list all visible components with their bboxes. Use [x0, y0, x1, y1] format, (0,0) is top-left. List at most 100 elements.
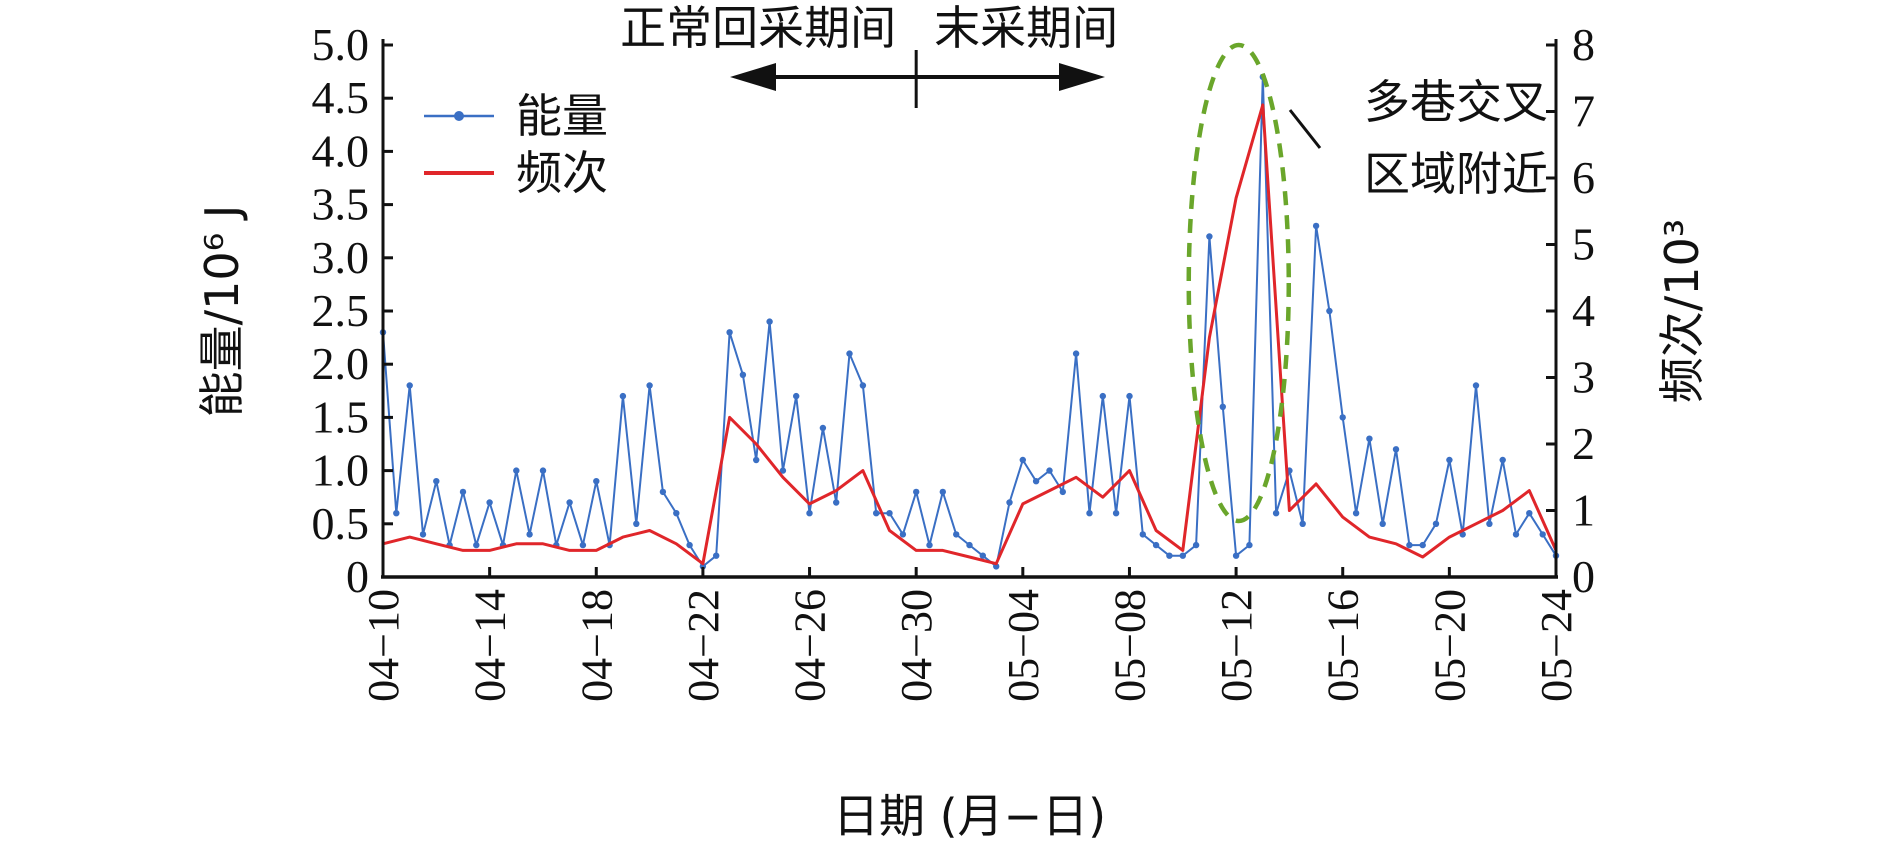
series-1-point: [539, 467, 547, 474]
series-1-point: [766, 318, 773, 325]
x-axis-tick-label: 05−04: [999, 589, 1048, 702]
left-axis-tick-label: 0: [346, 551, 369, 602]
right-axis-tick-label: 2: [1572, 418, 1595, 469]
series-1-point: [953, 531, 960, 538]
series-1-point: [1352, 510, 1360, 517]
series-1-point: [1526, 510, 1533, 517]
x-axis-title: 日期 (月−日): [833, 789, 1106, 843]
series-1-point: [1392, 446, 1400, 453]
series-1-point: [779, 467, 787, 474]
series-1-point: [1312, 222, 1320, 230]
left-axis-tick-label: 1.5: [312, 391, 370, 442]
x-axis-tick-label: 05−16: [1319, 589, 1368, 702]
series-1-point: [659, 488, 667, 496]
right-axis-title: 频次/10³: [1655, 219, 1709, 403]
series-1-point: [393, 510, 400, 517]
series-1-point: [513, 467, 520, 474]
series-1-point: [753, 456, 760, 464]
series-1-point: [1432, 520, 1440, 527]
legend-energy-label: 能量: [516, 89, 608, 143]
series-1-point: [686, 541, 693, 549]
series-1-point: [646, 382, 653, 389]
legend-energy-marker: [454, 111, 464, 121]
highlight-label-line1: 多巷交叉: [1364, 75, 1548, 129]
series-1-point: [699, 563, 707, 570]
left-axis-tick-label: 4.5: [312, 72, 370, 123]
legend-frequency-label: 频次: [516, 146, 608, 200]
series-line-2: [382, 103, 1558, 566]
series-1-point: [1326, 307, 1333, 315]
series-1-point: [1472, 382, 1480, 389]
x-axis-tick-label: 05−20: [1425, 589, 1474, 702]
highlight-leader-line: [1288, 109, 1322, 149]
series-1-point: [419, 531, 427, 538]
period-left-label: 正常回采期间: [620, 1, 896, 55]
series-1-point: [1086, 510, 1093, 517]
series-1-point: [1179, 552, 1187, 559]
series-1-point: [739, 371, 747, 378]
series-1-point: [1006, 499, 1013, 506]
x-axis-tick-label: 05−08: [1106, 589, 1155, 702]
series-1-point: [979, 552, 986, 559]
axis-labels: 日期 (月−日) 能量/10⁶ J 频次/10³: [195, 205, 1709, 843]
series-1-point: [793, 392, 800, 400]
series-1-point: [899, 531, 907, 538]
left-axis-tick-label: 2.5: [312, 285, 370, 336]
left-axis-tick-label: 5.0: [312, 19, 370, 70]
left-axis-tick-label: 3.0: [312, 232, 370, 283]
series-1-point: [486, 499, 493, 506]
series-1-point: [1512, 531, 1520, 538]
x-axis-tick-label: 05−12: [1212, 589, 1261, 702]
left-axis-tick-label: 3.5: [312, 179, 370, 230]
series-1-point: [1339, 414, 1346, 421]
right-axis-tick-label: 1: [1572, 485, 1595, 536]
series-1-point: [1139, 531, 1147, 538]
right-axis-tick-label: 4: [1572, 285, 1595, 336]
series-1-point: [1272, 510, 1280, 517]
series-layer: [379, 73, 1560, 570]
right-axis-tick-label: 0: [1572, 551, 1595, 602]
series-1-point: [473, 541, 480, 549]
series-1-point: [1206, 233, 1213, 240]
series-1-point: [806, 510, 813, 517]
series-1-point: [566, 499, 573, 506]
series-1-point: [593, 478, 600, 485]
right-axis-tick-label: 5: [1572, 219, 1595, 270]
series-1-point: [1379, 520, 1386, 527]
highlight-label-line2: 区域附近: [1364, 147, 1548, 201]
series-1-point: [1539, 531, 1546, 538]
series-1-point: [1419, 541, 1426, 549]
period-arrow-left-head: [730, 63, 776, 91]
x-axis-tick-label: 04−30: [892, 589, 941, 702]
series-1-point: [1232, 552, 1240, 559]
series-1-point: [459, 488, 467, 496]
series-1-point: [846, 350, 853, 357]
series-1-point: [913, 488, 920, 496]
series-1-point: [713, 552, 720, 559]
left-axis-tick-label: 0.5: [312, 498, 370, 549]
series-1-point: [966, 541, 973, 549]
series-1-point: [833, 499, 840, 506]
series-1-point: [406, 382, 413, 389]
period-arrow-right-head: [1059, 63, 1105, 91]
x-axis-tick-label: 04−26: [786, 589, 835, 702]
series-1-point: [1406, 541, 1413, 549]
axis-layer: 00.51.01.52.02.53.03.54.04.55.0012345678…: [312, 19, 1596, 702]
series-1-point: [939, 488, 946, 496]
series-1-point: [1219, 403, 1227, 410]
series-1-point: [526, 531, 533, 538]
series-1-point: [1192, 541, 1200, 549]
left-axis-title: 能量/10⁶ J: [195, 205, 249, 418]
right-axis-tick-label: 8: [1572, 19, 1595, 70]
series-1-point: [926, 541, 933, 549]
x-axis-tick-label: 04−14: [466, 589, 515, 702]
series-1-point: [1099, 392, 1107, 400]
series-1-point: [726, 329, 733, 336]
series-1-point: [579, 541, 587, 549]
series-1-point: [433, 478, 440, 485]
x-axis-tick-label: 05−24: [1532, 589, 1581, 702]
x-axis-tick-label: 04−10: [359, 589, 408, 702]
series-1-point: [1166, 552, 1173, 559]
